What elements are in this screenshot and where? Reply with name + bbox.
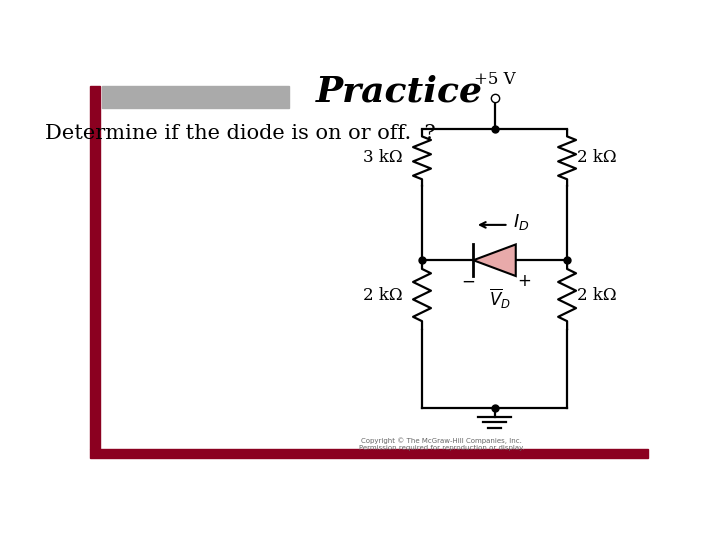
Text: +5 V: +5 V	[474, 71, 516, 87]
Text: 2 kΩ: 2 kΩ	[577, 287, 617, 303]
Polygon shape	[473, 245, 516, 276]
Text: 2 kΩ: 2 kΩ	[577, 150, 617, 166]
Bar	[102, 85, 289, 109]
Text: Copyright © The McGraw-Hill Companies, Inc.
Permission required for reproduction: Copyright © The McGraw-Hill Companies, I…	[359, 437, 524, 450]
Text: $-$: $-$	[461, 272, 475, 290]
Text: 3 kΩ: 3 kΩ	[363, 150, 402, 166]
Bar	[90, 449, 648, 458]
Text: $I_D$: $I_D$	[513, 212, 529, 232]
Bar	[90, 85, 100, 449]
Text: Determine if the diode is on or off.  ?: Determine if the diode is on or off. ?	[45, 124, 436, 143]
Text: Practice: Practice	[316, 75, 483, 109]
Text: $+$: $+$	[517, 272, 531, 290]
Text: 2 kΩ: 2 kΩ	[363, 287, 402, 303]
Text: $\overline{V}_D$: $\overline{V}_D$	[489, 287, 511, 312]
